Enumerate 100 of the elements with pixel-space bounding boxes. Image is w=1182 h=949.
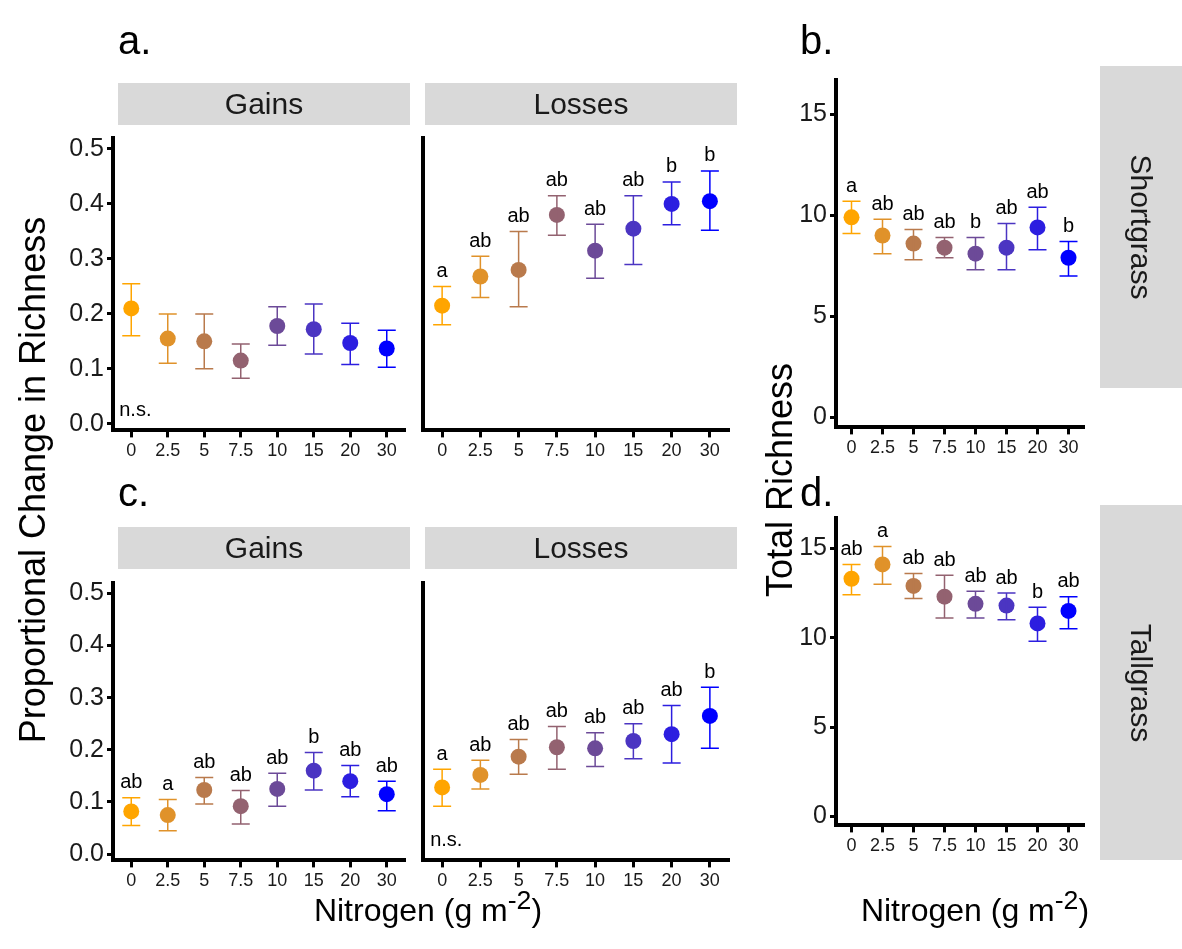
chart-subtitle: Losses bbox=[425, 527, 737, 569]
data-label: a bbox=[876, 519, 889, 542]
x-tick-label: 10 bbox=[965, 835, 986, 856]
data-label: ab bbox=[507, 711, 530, 734]
x-tick-label: 10 bbox=[585, 440, 606, 461]
data-label: ab bbox=[375, 753, 398, 776]
data-label: ab bbox=[1026, 179, 1049, 202]
x-tick-label: 2.5 bbox=[869, 835, 896, 856]
y-tick-label: 10 bbox=[799, 199, 827, 228]
x-tick-label: 10 bbox=[267, 870, 288, 891]
point bbox=[510, 261, 527, 278]
data-label: ab bbox=[266, 745, 289, 768]
x-tick-label: 10 bbox=[585, 870, 606, 891]
data-label: ab bbox=[469, 228, 492, 251]
x-tick-label: 15 bbox=[996, 437, 1017, 458]
y-tick-label: 0.0 bbox=[69, 407, 104, 436]
x-tick-label: 20 bbox=[340, 440, 361, 461]
y-tick-label: 15 bbox=[799, 532, 827, 561]
chart-title: d. bbox=[800, 470, 834, 515]
data-label: ab bbox=[1057, 569, 1080, 592]
x-tick-label: 5 bbox=[908, 835, 919, 856]
data-label: ab bbox=[902, 201, 925, 224]
point bbox=[269, 317, 286, 334]
point bbox=[269, 780, 286, 797]
x-tick-label: 20 bbox=[661, 440, 682, 461]
point bbox=[874, 227, 891, 244]
y2-axis-title: Tallgrass bbox=[1124, 623, 1158, 742]
point bbox=[625, 220, 642, 237]
data-label: ab bbox=[840, 536, 863, 559]
data-label: ab bbox=[584, 196, 607, 219]
data-label: ab bbox=[995, 195, 1018, 218]
x-tick-label: 7.5 bbox=[544, 870, 570, 891]
y-tick-label: 0.2 bbox=[69, 733, 104, 762]
x-tick-label: 30 bbox=[376, 440, 397, 461]
data-label: ab bbox=[584, 705, 607, 728]
x-tick-label: 5 bbox=[199, 440, 210, 461]
x-tick-label: 7.5 bbox=[931, 437, 958, 458]
x-tick-label: 20 bbox=[1027, 437, 1048, 458]
data-label: ab bbox=[507, 203, 530, 226]
data-label: ab bbox=[622, 696, 645, 719]
x-tick-label: 30 bbox=[1058, 835, 1079, 856]
x-tick-label: 0 bbox=[437, 440, 448, 461]
point bbox=[123, 300, 140, 317]
y-tick-label: 0.4 bbox=[69, 187, 105, 216]
annotation: n.s. bbox=[430, 827, 463, 850]
y-tick-label: 15 bbox=[799, 98, 827, 127]
x-tick-label: 7.5 bbox=[544, 440, 570, 461]
y-tick-label: 0.5 bbox=[69, 577, 104, 606]
y2-axis-title: Shortgrass bbox=[1124, 154, 1159, 300]
y-tick-label: 0 bbox=[813, 800, 827, 829]
x-tick-label: 15 bbox=[303, 440, 324, 461]
x-tick-label: 10 bbox=[965, 437, 986, 458]
point bbox=[196, 782, 213, 799]
x-tick-label: 5 bbox=[513, 440, 524, 461]
y-tick-label: 0.2 bbox=[69, 297, 104, 326]
annotation: n.s. bbox=[119, 397, 152, 420]
x-tick-label: 0 bbox=[846, 437, 857, 458]
y-axis-title: Total Richness bbox=[759, 362, 801, 598]
x-tick-label: 20 bbox=[661, 870, 682, 891]
data-label: ab bbox=[469, 732, 492, 755]
x-tick-label: 2.5 bbox=[467, 440, 493, 461]
point bbox=[196, 333, 213, 350]
x-tick-label: 15 bbox=[996, 835, 1017, 856]
data-label: a bbox=[845, 173, 858, 196]
chart-subtitle: Losses bbox=[425, 83, 737, 125]
chart-subtitle: Gains bbox=[118, 527, 410, 569]
data-label: ab bbox=[933, 547, 956, 570]
data-label: ab bbox=[229, 763, 252, 786]
data-label: ab bbox=[902, 545, 925, 568]
data-label: ab bbox=[193, 750, 216, 773]
data-label: b bbox=[704, 143, 716, 166]
data-label: a bbox=[162, 771, 175, 794]
x-axis-title: Nitrogen (g m$^{-2}$) bbox=[860, 885, 1090, 929]
data-label: b bbox=[704, 659, 716, 682]
data-label: a bbox=[436, 258, 449, 281]
chart-title: c. bbox=[118, 470, 150, 515]
x-tick-label: 2.5 bbox=[869, 437, 896, 458]
chart-subtitle: Gains bbox=[118, 83, 410, 125]
x-tick-label: 15 bbox=[623, 870, 644, 891]
y-tick-label: 0.0 bbox=[69, 838, 104, 867]
point bbox=[663, 726, 680, 743]
y-tick-label: 10 bbox=[799, 621, 827, 650]
point bbox=[342, 773, 359, 790]
data-label: ab bbox=[545, 168, 568, 191]
x-tick-label: 20 bbox=[1027, 835, 1048, 856]
x-tick-label: 0 bbox=[126, 870, 137, 891]
x-tick-label: 7.5 bbox=[931, 835, 958, 856]
x-tick-label: 2.5 bbox=[155, 870, 181, 891]
data-label: b bbox=[666, 154, 678, 177]
x-tick-label: 30 bbox=[1058, 437, 1079, 458]
point bbox=[663, 195, 680, 212]
data-label: ab bbox=[933, 210, 956, 233]
point bbox=[472, 766, 489, 783]
x-tick-label: 0 bbox=[846, 835, 857, 856]
data-label: ab bbox=[622, 168, 645, 191]
data-label: b bbox=[308, 724, 320, 747]
chart-title: a. bbox=[118, 18, 152, 63]
chart-title: b. bbox=[800, 18, 834, 63]
x-tick-label: 30 bbox=[699, 870, 720, 891]
y-tick-label: 0.3 bbox=[69, 242, 104, 271]
